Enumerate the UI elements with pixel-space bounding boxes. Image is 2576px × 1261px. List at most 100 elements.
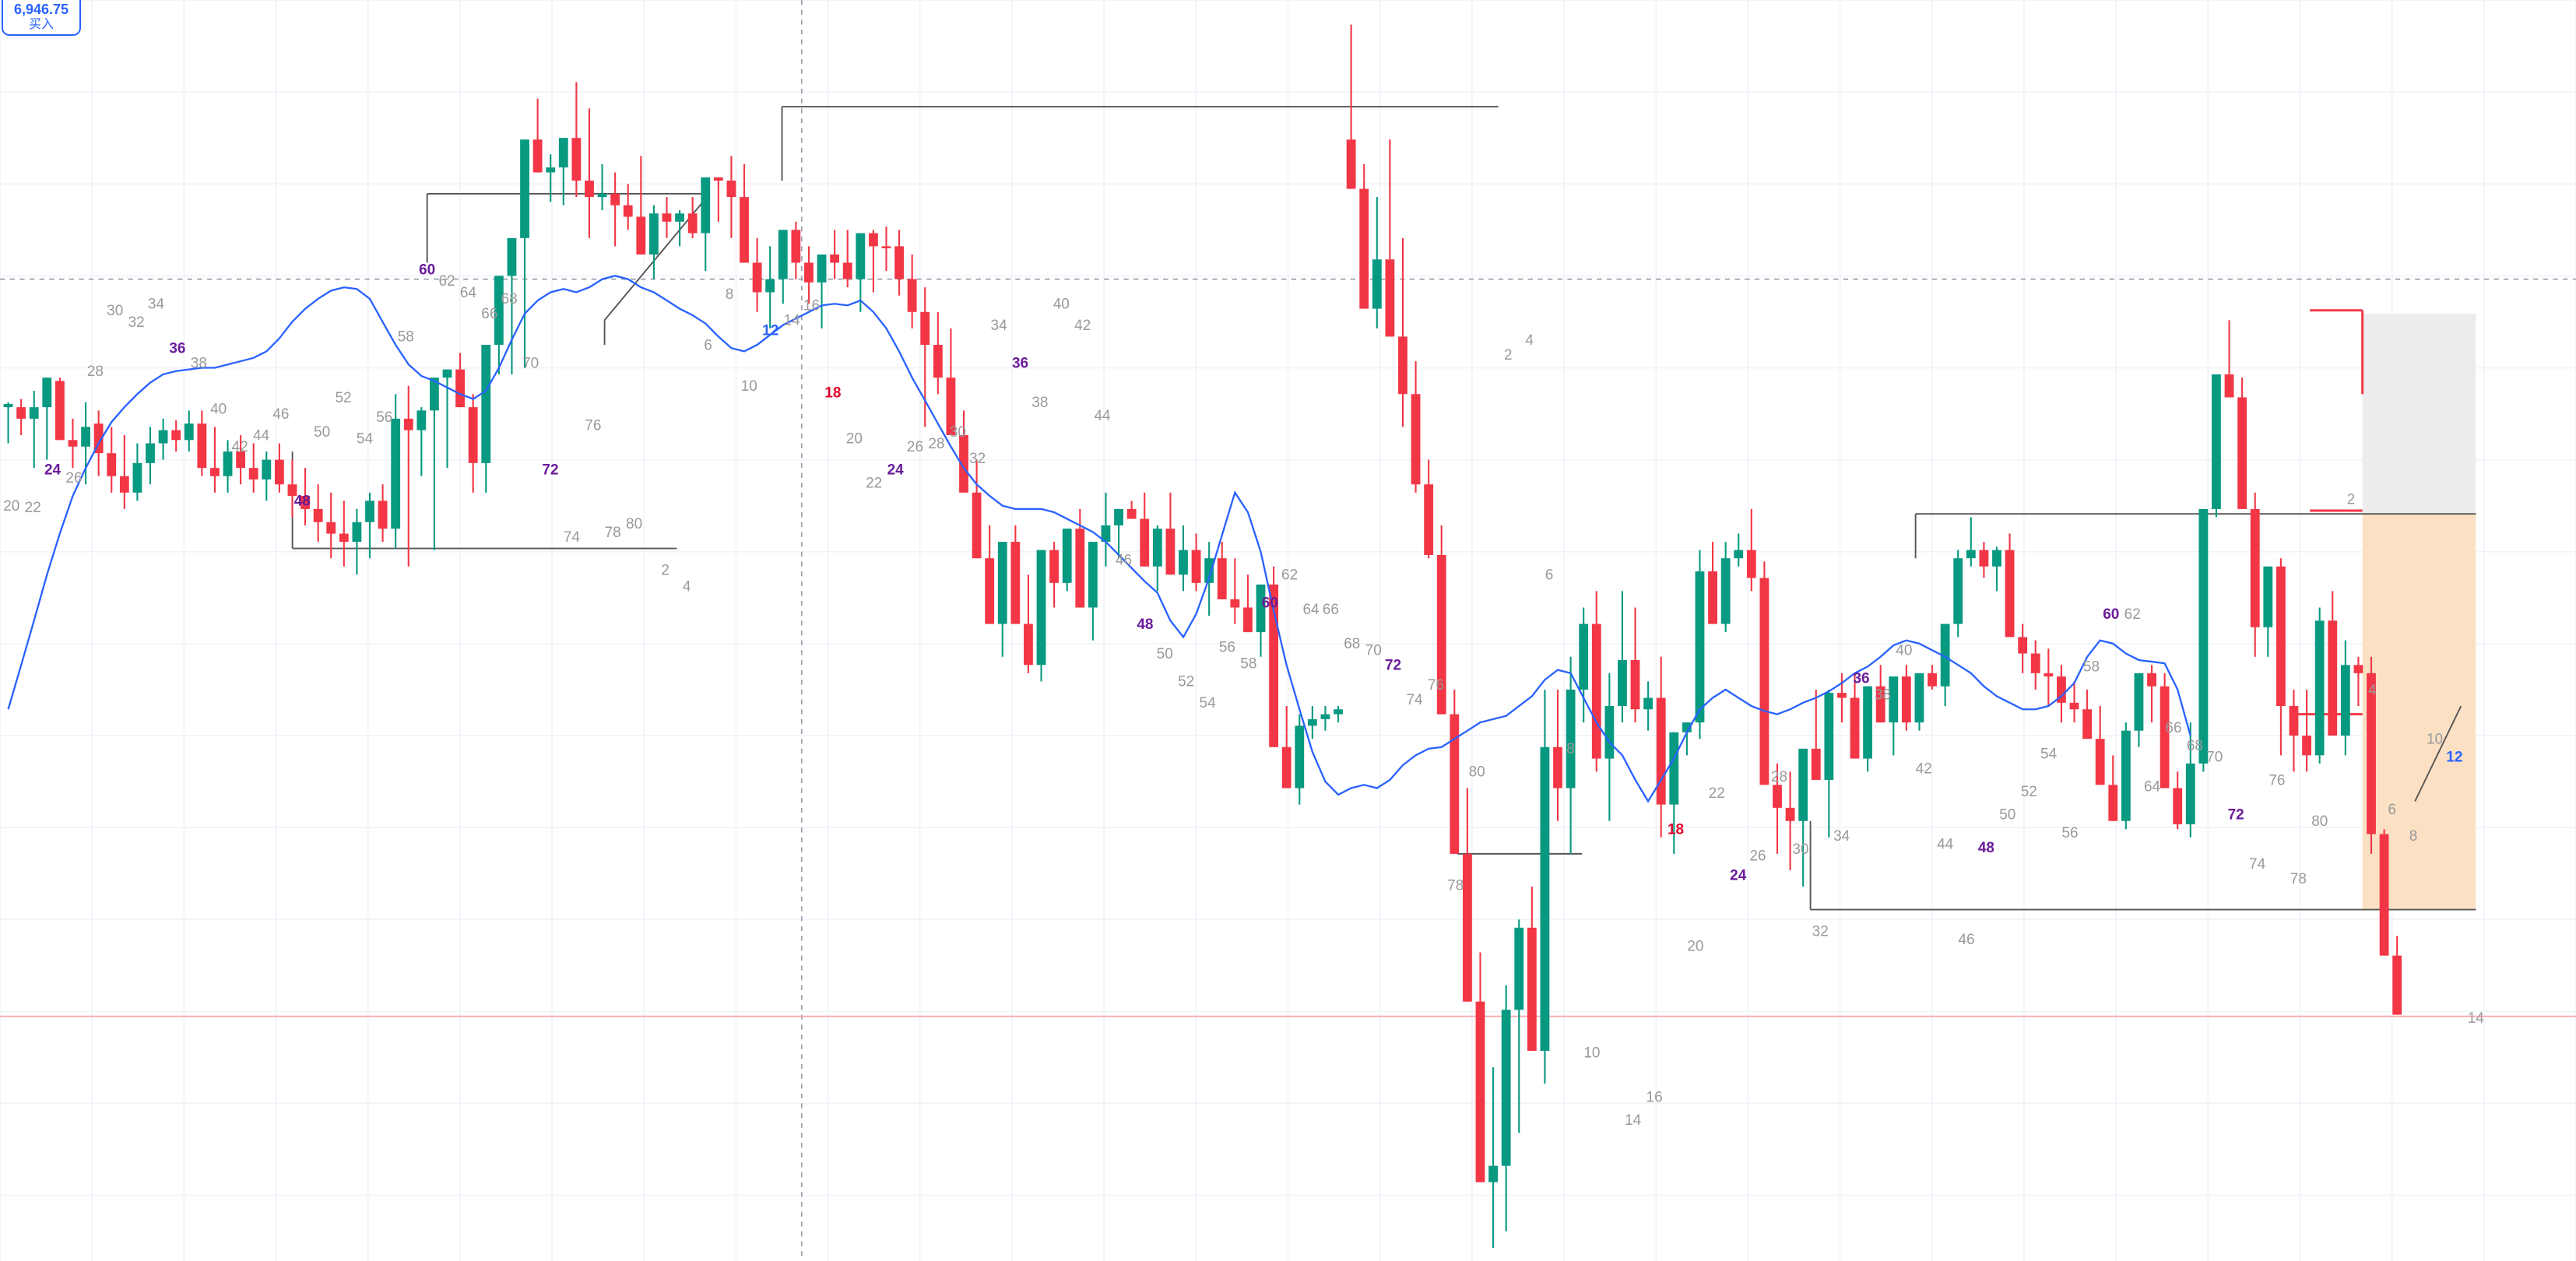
candle-down bbox=[1230, 599, 1240, 608]
buy-price-tag[interactable]: 6,946.75 买入 bbox=[2, 0, 81, 36]
candle-up bbox=[1579, 623, 1589, 690]
bar-count-label: 76 bbox=[585, 418, 601, 434]
bar-count-label: 24 bbox=[887, 462, 905, 479]
candle-up bbox=[416, 410, 427, 430]
bar-count-label: 42 bbox=[232, 439, 248, 455]
bar-count-label: 38 bbox=[1875, 687, 1891, 704]
candle-up bbox=[1643, 697, 1653, 710]
candle-down bbox=[1436, 554, 1446, 715]
candle-up bbox=[352, 522, 362, 543]
bar-count-label: 38 bbox=[1031, 395, 1048, 411]
candle-down bbox=[313, 508, 323, 522]
candle-down bbox=[287, 484, 297, 497]
bar-count-label: 64 bbox=[1302, 602, 1319, 618]
candle-up bbox=[1114, 508, 1123, 525]
bar-count-label: 28 bbox=[1771, 769, 1787, 785]
candle-down bbox=[532, 139, 543, 173]
candle-down bbox=[2289, 706, 2299, 736]
bar-count-label: 14 bbox=[784, 313, 800, 329]
candle-down bbox=[2224, 374, 2234, 398]
candle-up bbox=[1088, 542, 1098, 608]
bar-count-label: 58 bbox=[2083, 659, 2100, 676]
candle-down bbox=[2082, 709, 2093, 739]
candle-down bbox=[2108, 785, 2118, 821]
bar-count-label: 68 bbox=[501, 291, 518, 307]
candle-up bbox=[546, 167, 556, 173]
bar-count-label: 10 bbox=[1583, 1045, 1600, 1061]
candle-down bbox=[804, 262, 814, 283]
candle-down bbox=[881, 246, 891, 248]
candle-up bbox=[2263, 566, 2273, 627]
bar-count-label: 56 bbox=[2061, 825, 2078, 841]
bar-count-label: 48 bbox=[1978, 840, 1994, 856]
candle-down bbox=[1759, 578, 1769, 785]
candle-down bbox=[54, 381, 65, 441]
bar-count-label: 36 bbox=[1012, 356, 1028, 372]
candle-down bbox=[1591, 623, 1601, 759]
candle-up bbox=[481, 344, 491, 463]
bar-count-label: 46 bbox=[272, 406, 289, 423]
bar-count-label: 36 bbox=[169, 341, 185, 357]
candle-down bbox=[197, 423, 207, 469]
bar-count-label: 36 bbox=[1853, 671, 1869, 687]
bar-count-label: 54 bbox=[2040, 746, 2057, 763]
candle-down bbox=[300, 496, 310, 509]
bar-count-label: 12 bbox=[2446, 750, 2462, 766]
candle-up bbox=[1307, 718, 1317, 726]
bar-count-label: 14 bbox=[2468, 1010, 2484, 1027]
candle-down bbox=[2160, 686, 2170, 789]
bar-count-label: 58 bbox=[1240, 656, 1256, 673]
bar-count-label: 56 bbox=[1219, 639, 1235, 655]
candle-up bbox=[1618, 659, 1627, 707]
candle-down bbox=[571, 138, 582, 181]
bar-count-label: 4 bbox=[1525, 332, 1534, 349]
candle-up bbox=[1863, 686, 1873, 759]
candle-up bbox=[1992, 550, 2001, 567]
bar-count-label: 32 bbox=[969, 451, 986, 467]
candle-up bbox=[817, 254, 827, 283]
candle-down bbox=[894, 246, 904, 279]
bar-count-label: 26 bbox=[907, 439, 923, 455]
candle-up bbox=[507, 237, 517, 276]
bar-count-label: 64 bbox=[2144, 779, 2160, 796]
candle-down bbox=[752, 262, 762, 293]
candle-up bbox=[1179, 550, 1188, 575]
bar-count-label: 2 bbox=[2347, 492, 2356, 508]
candle-up bbox=[1966, 550, 1976, 559]
candle-up bbox=[1372, 259, 1382, 309]
bar-count-label: 40 bbox=[1053, 297, 1070, 313]
candle-up bbox=[29, 407, 39, 419]
candle-up bbox=[1914, 673, 1924, 723]
bar-count-label: 66 bbox=[481, 306, 497, 322]
candle-down bbox=[2353, 665, 2363, 673]
candle-up bbox=[1720, 558, 1731, 624]
candle-down bbox=[920, 311, 930, 345]
candle-down bbox=[985, 558, 995, 624]
candle-down bbox=[1281, 746, 1292, 789]
bar-count-label: 74 bbox=[564, 529, 580, 546]
candle-down bbox=[2367, 673, 2376, 834]
candle-down bbox=[2095, 739, 2105, 785]
candle-down bbox=[972, 492, 982, 559]
candle-down bbox=[1075, 529, 1085, 608]
candle-down bbox=[1475, 1001, 1485, 1182]
bar-count-label: 6 bbox=[1545, 567, 1554, 584]
candle-down bbox=[1024, 623, 1033, 666]
candle-down bbox=[1656, 697, 1666, 805]
candle-down bbox=[1785, 807, 1795, 821]
candle-down bbox=[1398, 336, 1407, 395]
candle-up bbox=[1669, 732, 1679, 805]
candle-down bbox=[2069, 702, 2079, 710]
candle-down bbox=[1837, 693, 1847, 698]
candle-down bbox=[1875, 686, 1885, 723]
candle-down bbox=[1010, 542, 1021, 624]
bar-count-label: 16 bbox=[1646, 1089, 1663, 1105]
bar-count-label: 68 bbox=[2187, 738, 2203, 754]
bar-count-label: 20 bbox=[846, 431, 863, 448]
bar-count-label: 34 bbox=[991, 318, 1007, 334]
candle-down bbox=[1928, 673, 1937, 687]
bar-count-label: 78 bbox=[2290, 871, 2307, 887]
bar-count-label: 70 bbox=[1365, 643, 1382, 659]
